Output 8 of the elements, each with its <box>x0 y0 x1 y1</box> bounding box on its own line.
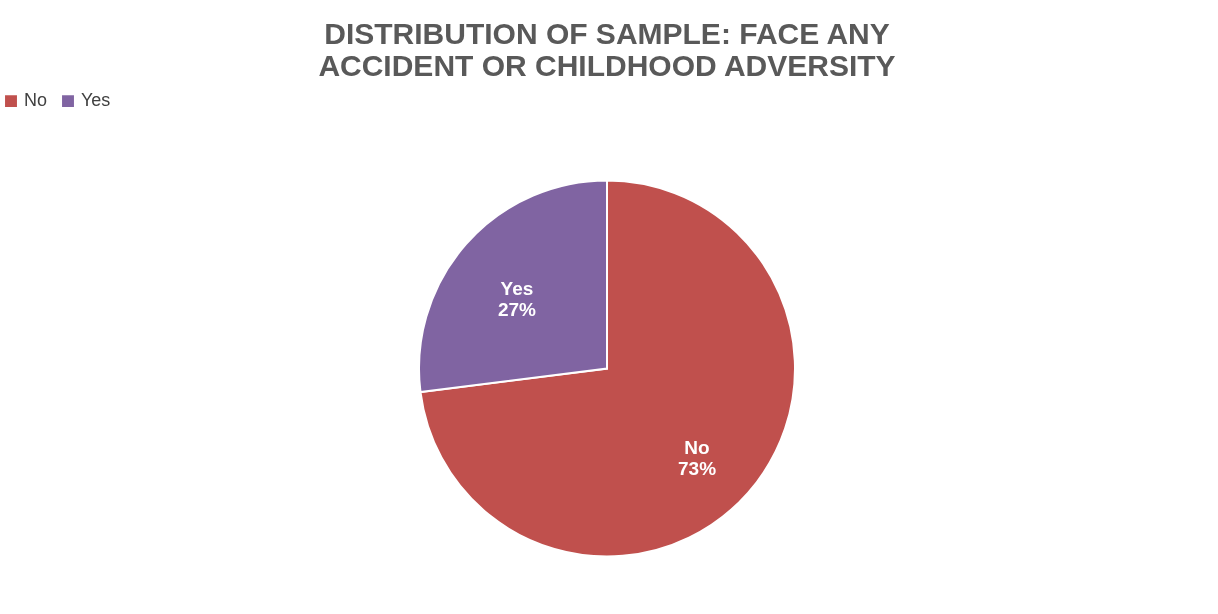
legend-label: Yes <box>81 90 111 111</box>
slice-label: Yes <box>500 278 534 300</box>
pie-slice <box>419 179 796 558</box>
slice-label: No <box>684 436 710 458</box>
data-label: 27% <box>497 299 537 321</box>
data-label: 73% <box>678 457 717 479</box>
legend-label: No <box>24 90 48 111</box>
chart-title: DISTRIBUTION OF SAMPLE: FACE ANY ACCIDENT OR CHILDHOOD ADVERSITY <box>318 17 896 82</box>
